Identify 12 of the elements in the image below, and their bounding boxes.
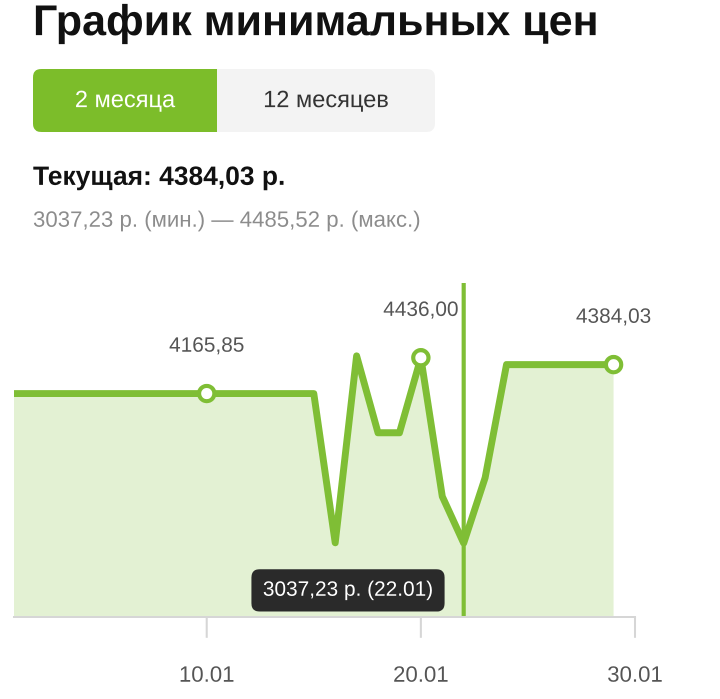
x-tick-label: 20.01 xyxy=(394,666,448,682)
text: 12 месяцев xyxy=(264,90,388,112)
text: 2 месяца xyxy=(76,90,176,112)
x-tick-label: 10.01 xyxy=(180,666,234,682)
x-tick-label: 30.01 xyxy=(608,666,662,682)
text: 3037,23 р. (мин.) — 4485,52 р. (макс.) xyxy=(34,210,420,232)
data-label: 4384,03 xyxy=(576,308,650,326)
data-label: 4436,00 xyxy=(384,301,458,319)
chart-subtitle: Текущая: 4384,03 р. xyxy=(33,166,284,190)
chart-title: График минимальных цен xyxy=(36,4,596,44)
data-label: 4165,85 xyxy=(170,337,244,354)
annotation: 3037,23 р. (22.01) xyxy=(264,580,432,600)
